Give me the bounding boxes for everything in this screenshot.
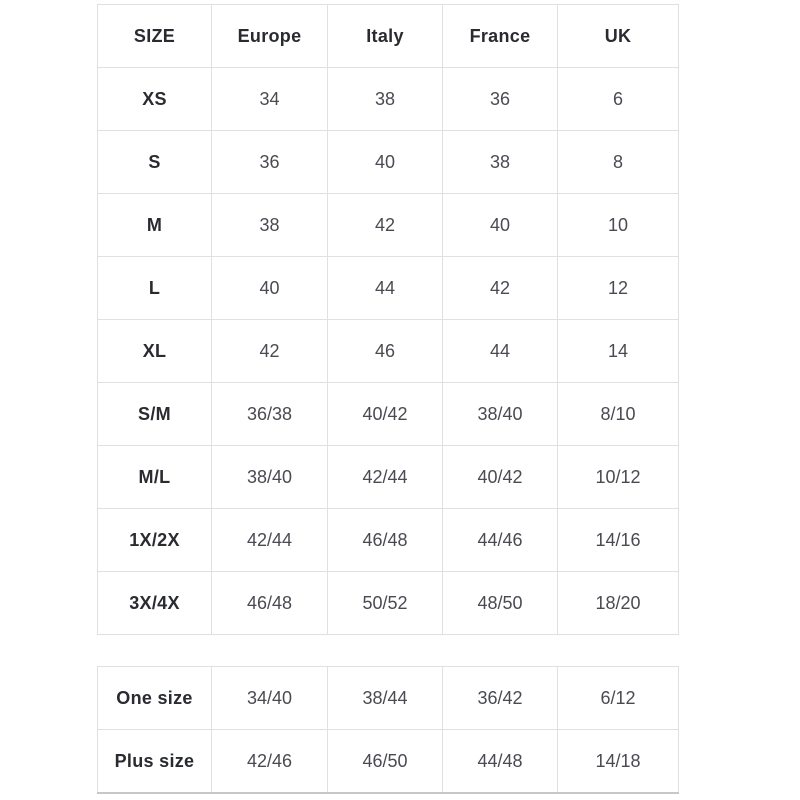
size-value-cell: 40/42 <box>327 382 443 446</box>
column-header-europe: Europe <box>211 4 328 68</box>
size-value-cell: 40 <box>442 193 558 257</box>
size-value-cell: 14/16 <box>557 508 679 572</box>
size-value-cell: 42/44 <box>327 445 443 509</box>
size-value-cell: 34/40 <box>211 666 328 730</box>
size-row-one-size: One size 34/40 38/44 36/42 6/12 <box>97 666 679 730</box>
size-row-l: L 40 44 42 12 <box>97 256 679 320</box>
size-value-cell: 36 <box>211 130 328 194</box>
size-value-cell: 36 <box>442 67 558 131</box>
size-value-cell: 50/52 <box>327 571 443 635</box>
size-value-cell: 36/38 <box>211 382 328 446</box>
column-header-italy: Italy <box>327 4 443 68</box>
size-value-cell: 18/20 <box>557 571 679 635</box>
size-value-cell: 42/46 <box>211 729 328 794</box>
size-value-cell: 38/44 <box>327 666 443 730</box>
size-value-cell: 12 <box>557 256 679 320</box>
size-row-xl: XL 42 46 44 14 <box>97 319 679 383</box>
size-value-cell: 42/44 <box>211 508 328 572</box>
size-value-cell: 48/50 <box>442 571 558 635</box>
size-value-cell: 38/40 <box>442 382 558 446</box>
size-row-1x2x: 1X/2X 42/44 46/48 44/46 14/16 <box>97 508 679 572</box>
size-row-sm: S/M 36/38 40/42 38/40 8/10 <box>97 382 679 446</box>
size-value-cell: 6/12 <box>557 666 679 730</box>
size-value-cell: 40 <box>211 256 328 320</box>
size-value-cell: 46 <box>327 319 443 383</box>
header-row: SIZE Europe Italy France UK <box>97 4 679 68</box>
size-value-cell: 10/12 <box>557 445 679 509</box>
size-label-cell: L <box>97 256 212 320</box>
size-value-cell: 44/48 <box>442 729 558 794</box>
size-value-cell: 14 <box>557 319 679 383</box>
size-row-ml: M/L 38/40 42/44 40/42 10/12 <box>97 445 679 509</box>
size-value-cell: 46/48 <box>327 508 443 572</box>
size-value-cell: 10 <box>557 193 679 257</box>
column-header-size: SIZE <box>97 4 212 68</box>
size-value-cell: 42 <box>211 319 328 383</box>
size-label-cell: 3X/4X <box>97 571 212 635</box>
size-label-cell: XS <box>97 67 212 131</box>
size-value-cell: 42 <box>327 193 443 257</box>
size-row-plus-size: Plus size 42/46 46/50 44/48 14/18 <box>97 729 679 794</box>
special-sizes-table: One size 34/40 38/44 36/42 6/12 Plus siz… <box>97 666 679 794</box>
size-value-cell: 44 <box>442 319 558 383</box>
size-row-xs: XS 34 38 36 6 <box>97 67 679 131</box>
size-label-cell: Plus size <box>97 729 212 794</box>
size-row-s: S 36 40 38 8 <box>97 130 679 194</box>
column-header-uk: UK <box>557 4 679 68</box>
size-value-cell: 44/46 <box>442 508 558 572</box>
size-value-cell: 38 <box>327 67 443 131</box>
size-value-cell: 38 <box>211 193 328 257</box>
size-label-cell: One size <box>97 666 212 730</box>
size-label-cell: XL <box>97 319 212 383</box>
size-value-cell: 46/50 <box>327 729 443 794</box>
size-label-cell: S <box>97 130 212 194</box>
size-value-cell: 42 <box>442 256 558 320</box>
size-value-cell: 14/18 <box>557 729 679 794</box>
size-value-cell: 46/48 <box>211 571 328 635</box>
size-row-3x4x: 3X/4X 46/48 50/52 48/50 18/20 <box>97 571 679 635</box>
size-value-cell: 38/40 <box>211 445 328 509</box>
size-label-cell: M/L <box>97 445 212 509</box>
size-value-cell: 34 <box>211 67 328 131</box>
size-row-m: M 38 42 40 10 <box>97 193 679 257</box>
size-value-cell: 40/42 <box>442 445 558 509</box>
size-value-cell: 8/10 <box>557 382 679 446</box>
size-value-cell: 38 <box>442 130 558 194</box>
size-label-cell: 1X/2X <box>97 508 212 572</box>
column-header-france: France <box>442 4 558 68</box>
size-conversion-table: SIZE Europe Italy France UK XS 34 38 36 … <box>97 4 679 635</box>
size-value-cell: 36/42 <box>442 666 558 730</box>
size-label-cell: M <box>97 193 212 257</box>
size-value-cell: 44 <box>327 256 443 320</box>
size-value-cell: 6 <box>557 67 679 131</box>
size-value-cell: 8 <box>557 130 679 194</box>
size-label-cell: S/M <box>97 382 212 446</box>
size-value-cell: 40 <box>327 130 443 194</box>
